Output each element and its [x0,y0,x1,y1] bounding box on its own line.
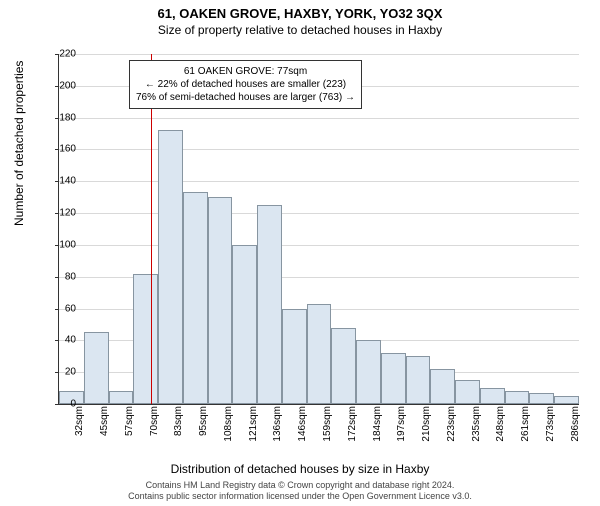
histogram-bar [133,274,158,404]
x-axis-label: Distribution of detached houses by size … [0,462,600,476]
histogram-bar [307,304,332,404]
histogram-bar [430,369,455,404]
chart-subtitle: Size of property relative to detached ho… [0,23,600,37]
xtick-label: 70sqm [149,406,160,436]
ytick-label: 180 [48,112,76,123]
histogram-bar [529,393,554,404]
histogram-bar [505,391,530,404]
ytick-label: 0 [48,399,76,410]
ytick-label: 60 [48,303,76,314]
xtick-label: 184sqm [372,406,383,442]
histogram-bar [158,130,183,404]
xtick-label: 83sqm [173,406,184,436]
histogram-bar [84,332,109,404]
histogram-bar [183,192,208,404]
gridline [59,118,579,119]
xtick-label: 146sqm [297,406,308,442]
xtick-label: 136sqm [272,406,283,442]
xtick-label: 197sqm [396,406,407,442]
gridline [59,213,579,214]
histogram-bar [554,396,579,404]
ytick-label: 160 [48,144,76,155]
xtick-label: 57sqm [124,406,135,436]
y-axis-label: Number of detached properties [12,61,26,226]
histogram-bar [208,197,233,404]
ytick-label: 20 [48,367,76,378]
histogram-bar [232,245,257,404]
histogram-bar [480,388,505,404]
xtick-label: 248sqm [495,406,506,442]
ytick-label: 80 [48,271,76,282]
ytick-label: 220 [48,49,76,60]
xtick-label: 210sqm [421,406,432,442]
xtick-label: 172sqm [347,406,358,442]
copyright-text: Contains HM Land Registry data © Crown c… [0,480,600,502]
histogram-bar [282,309,307,404]
plot-area: 32sqm45sqm57sqm70sqm83sqm95sqm108sqm121s… [58,54,579,405]
xtick-label: 273sqm [545,406,556,442]
gridline [59,149,579,150]
histogram-bar [455,380,480,404]
annotation-box: 61 OAKEN GROVE: 77sqm← 22% of detached h… [129,60,362,109]
ytick-label: 200 [48,80,76,91]
histogram-bar [109,391,134,404]
histogram-bar [381,353,406,404]
xtick-label: 261sqm [520,406,531,442]
histogram-bar [257,205,282,404]
xtick-label: 223sqm [446,406,457,442]
histogram-bar [331,328,356,404]
ytick-label: 120 [48,208,76,219]
xtick-label: 121sqm [248,406,259,442]
xtick-label: 45sqm [99,406,110,436]
histogram-bar [356,340,381,404]
annotation-line1: 61 OAKEN GROVE: 77sqm [136,65,355,78]
xtick-label: 95sqm [198,406,209,436]
copyright-line1: Contains HM Land Registry data © Crown c… [0,480,600,491]
histogram-bar [406,356,431,404]
ytick-label: 140 [48,176,76,187]
ytick-label: 100 [48,239,76,250]
annotation-line3: 76% of semi-detached houses are larger (… [136,91,355,104]
chart-title: 61, OAKEN GROVE, HAXBY, YORK, YO32 3QX [0,6,600,21]
ytick-label: 40 [48,335,76,346]
gridline [59,245,579,246]
xtick-label: 32sqm [74,406,85,436]
xtick-label: 286sqm [570,406,581,442]
gridline [59,54,579,55]
annotation-line2: ← 22% of detached houses are smaller (22… [136,78,355,91]
gridline [59,181,579,182]
xtick-label: 235sqm [471,406,482,442]
copyright-line2: Contains public sector information licen… [0,491,600,502]
xtick-label: 108sqm [223,406,234,442]
xtick-label: 159sqm [322,406,333,442]
